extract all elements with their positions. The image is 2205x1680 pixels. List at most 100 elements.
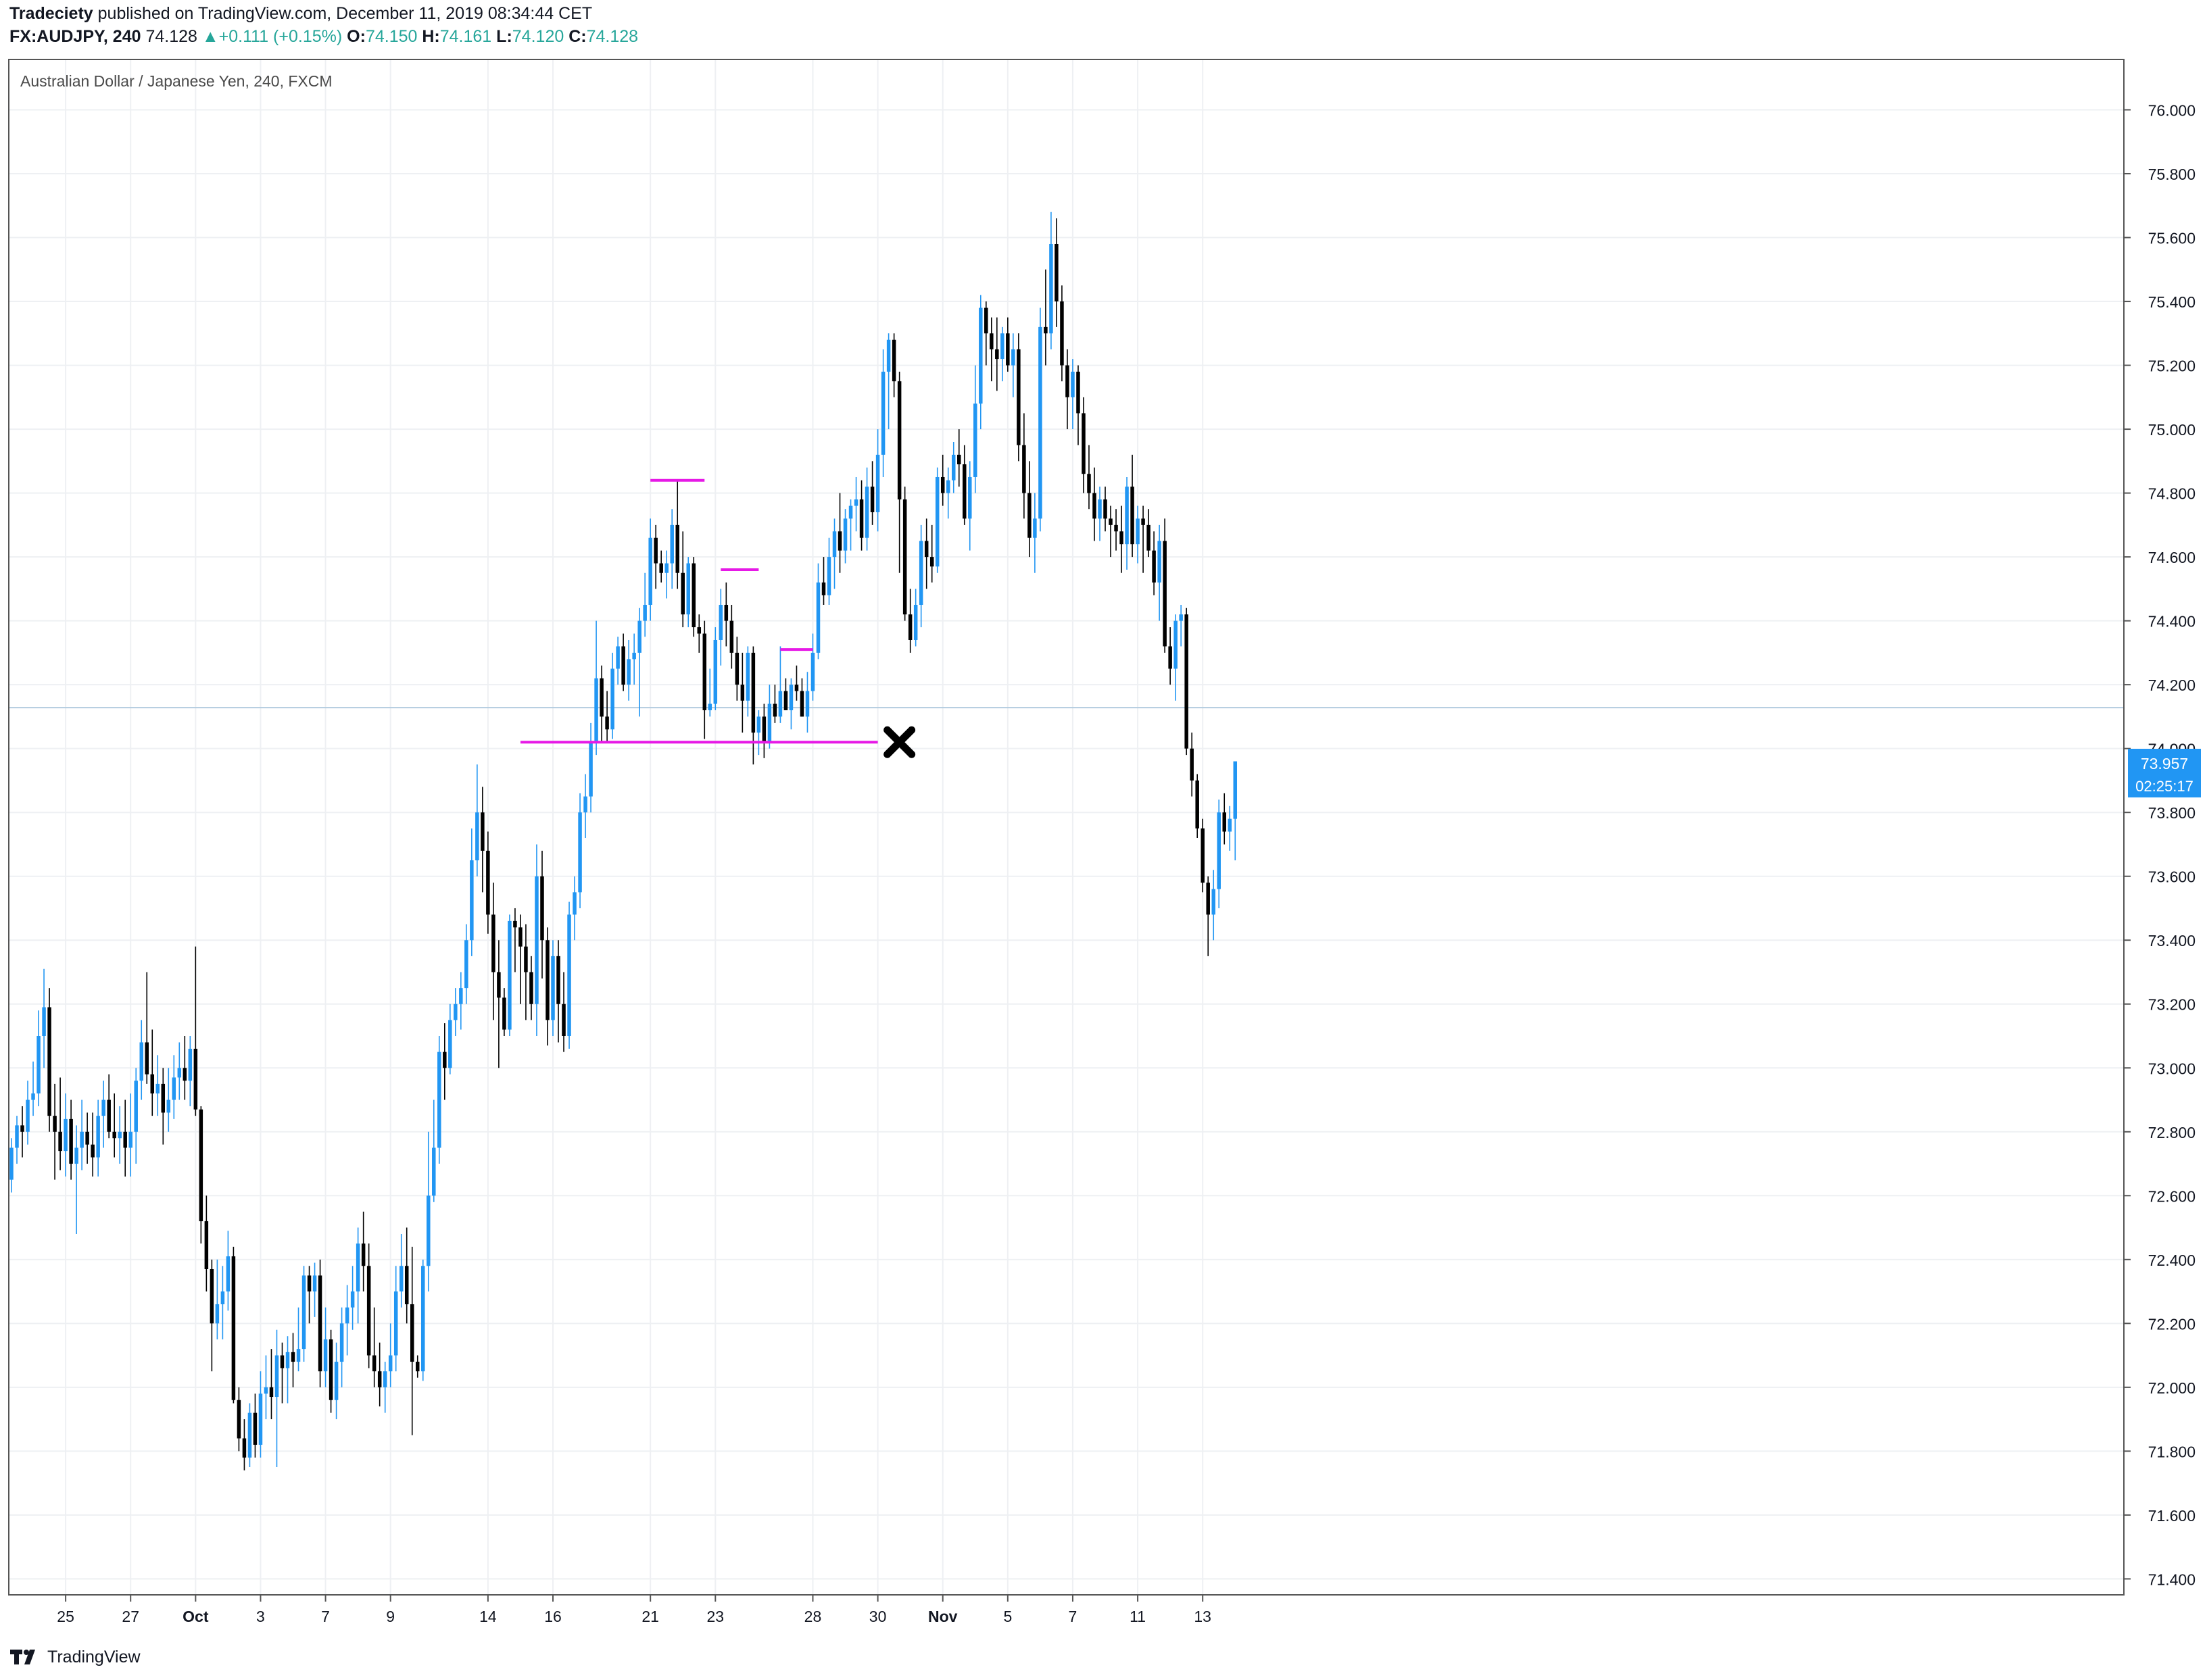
candle-body xyxy=(416,1362,420,1372)
candle xyxy=(448,1004,452,1074)
time-tick-label: 30 xyxy=(869,1608,887,1625)
candle-body xyxy=(307,1275,312,1292)
candle-body xyxy=(919,541,923,606)
candle-body xyxy=(686,563,690,615)
price-axis[interactable]: 71.400 71.600 71.800 72.000 72.200 72.400 72.6… xyxy=(2124,102,2196,1589)
candle xyxy=(729,605,734,669)
candle-body xyxy=(995,349,999,360)
candle-body xyxy=(31,1093,35,1100)
time-axis[interactable]: 25 27 Oct 3 7 9 14 16 21 23 28 30 Nov 5 7 11 13 xyxy=(57,1595,1211,1625)
candle xyxy=(80,1100,84,1170)
time-tick-label: 28 xyxy=(804,1608,822,1625)
candle-body xyxy=(112,1131,116,1139)
candle xyxy=(692,557,696,637)
candle xyxy=(605,691,609,743)
candle-body xyxy=(1017,349,1021,445)
candle xyxy=(204,1195,209,1292)
candle xyxy=(459,972,463,1030)
candle-body xyxy=(892,339,896,382)
candle-body xyxy=(296,1349,301,1362)
candle-body xyxy=(166,1100,171,1113)
candle xyxy=(177,1042,182,1100)
candle xyxy=(20,1106,24,1158)
tradingview-logo-icon xyxy=(10,1650,35,1664)
candle-body xyxy=(594,678,598,743)
ohlc-legend: FX:AUDJPY, 240 74.128 ▲+0.111 (+0.15%) O… xyxy=(9,27,638,47)
time-tick-label: 9 xyxy=(386,1608,395,1625)
candle xyxy=(427,1131,431,1292)
candle xyxy=(1017,333,1021,462)
candle xyxy=(762,703,767,758)
candle-body xyxy=(1076,372,1080,414)
candle xyxy=(621,633,625,691)
candle xyxy=(345,1285,349,1356)
candle-body xyxy=(64,1118,68,1152)
candle xyxy=(979,295,983,430)
candle-body xyxy=(816,582,821,653)
candle-body xyxy=(155,1083,160,1094)
candle xyxy=(1103,487,1107,532)
candle xyxy=(101,1081,105,1148)
candle-body xyxy=(957,454,961,465)
candle-body xyxy=(562,1004,566,1037)
candle-body xyxy=(664,563,669,573)
candle xyxy=(404,1227,409,1324)
candle-body xyxy=(875,454,880,512)
candle-body xyxy=(1087,474,1091,493)
candle-body xyxy=(15,1125,19,1148)
candle xyxy=(892,333,896,397)
candle-body xyxy=(1184,614,1188,749)
candle-body xyxy=(800,691,804,717)
candle xyxy=(968,461,972,551)
candle-body xyxy=(366,1266,371,1356)
candle xyxy=(908,589,913,653)
candle-body xyxy=(773,703,777,717)
symbol-label: FX:AUDJPY, 240 xyxy=(9,27,141,46)
candle-body xyxy=(540,876,544,941)
candle-body xyxy=(1038,326,1042,519)
candle xyxy=(247,1403,252,1467)
price-tick-label: 75.400 xyxy=(2148,293,2196,311)
candle-body xyxy=(91,1144,95,1158)
candle-body xyxy=(1098,499,1102,519)
open-label: O: xyxy=(347,27,366,46)
candle xyxy=(827,537,831,606)
candle-body xyxy=(26,1100,30,1132)
time-tick-label: 5 xyxy=(1003,1608,1012,1625)
candle xyxy=(1228,806,1232,851)
cross-icon xyxy=(883,726,916,758)
candle-body xyxy=(508,920,512,1030)
candle xyxy=(995,317,999,391)
candle-body xyxy=(486,850,490,915)
candle xyxy=(870,461,875,525)
candle xyxy=(53,1083,57,1180)
candle-body xyxy=(794,685,799,691)
candle-body xyxy=(589,742,593,797)
candle xyxy=(810,633,815,701)
candle xyxy=(838,493,842,573)
candle-body xyxy=(990,333,994,349)
candle xyxy=(301,1266,306,1362)
candle-body xyxy=(627,659,631,685)
candle xyxy=(161,1068,166,1145)
candle-body xyxy=(258,1393,263,1445)
candle xyxy=(805,672,810,733)
candle-body xyxy=(1146,524,1150,551)
candle-body xyxy=(886,339,891,372)
candle xyxy=(9,1138,14,1193)
candle-body xyxy=(513,920,517,928)
candle xyxy=(497,940,501,1068)
candle-body xyxy=(172,1077,176,1100)
candle-body xyxy=(702,633,707,710)
candle-body xyxy=(1168,646,1172,669)
candle-body xyxy=(199,1109,203,1222)
candle-body xyxy=(968,476,972,519)
candle-body xyxy=(231,1256,236,1400)
candle-body xyxy=(1103,499,1107,519)
candle xyxy=(329,1329,333,1413)
time-tick-label: 16 xyxy=(544,1608,562,1625)
candle-body xyxy=(567,914,571,1037)
candle-body xyxy=(1071,372,1075,397)
candle xyxy=(145,972,149,1084)
